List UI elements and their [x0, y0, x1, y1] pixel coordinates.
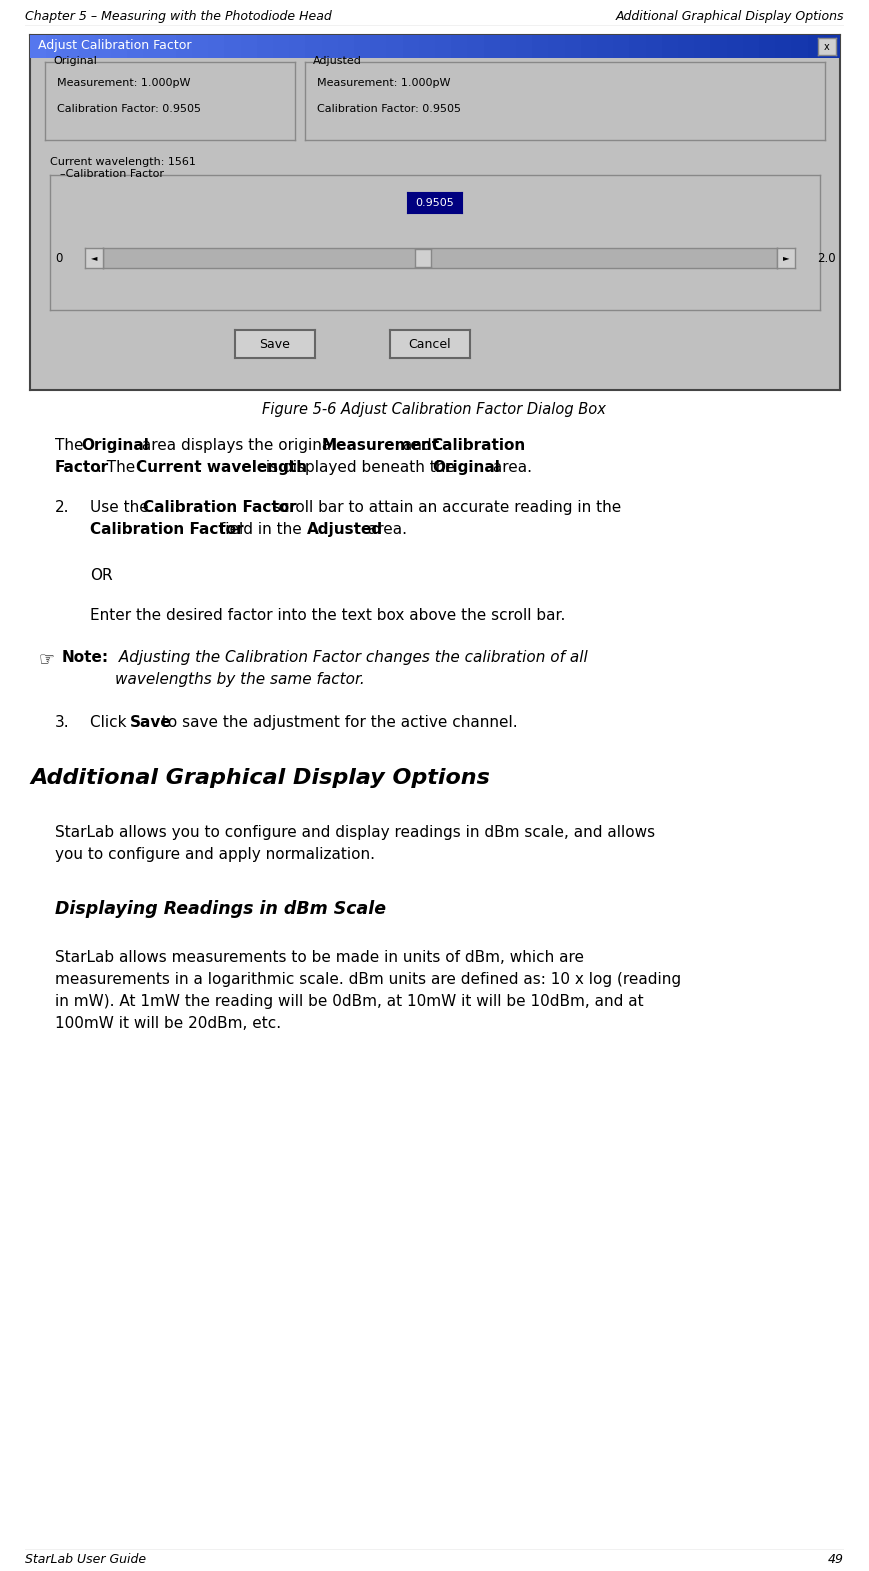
Text: Calibration Factor: 0.9505: Calibration Factor: 0.9505: [57, 104, 201, 115]
Text: Original: Original: [433, 460, 501, 474]
Text: x: x: [824, 41, 830, 52]
Text: Factor: Factor: [55, 460, 109, 474]
Text: StarLab allows you to configure and display readings in dBm scale, and allows: StarLab allows you to configure and disp…: [55, 825, 655, 840]
Text: and: and: [398, 438, 436, 452]
Text: Additional Graphical Display Options: Additional Graphical Display Options: [30, 768, 490, 789]
Text: Measurement: Measurement: [322, 438, 440, 452]
Text: to save the adjustment for the active channel.: to save the adjustment for the active ch…: [157, 715, 518, 731]
Text: 2.0: 2.0: [817, 251, 836, 264]
Text: 0.9505: 0.9505: [415, 198, 454, 207]
Text: Additional Graphical Display Options: Additional Graphical Display Options: [615, 9, 844, 24]
Text: Chapter 5 – Measuring with the Photodiode Head: Chapter 5 – Measuring with the Photodiod…: [25, 9, 332, 24]
Text: Original: Original: [53, 57, 96, 66]
Text: Adjusting the Calibration Factor changes the calibration of all: Adjusting the Calibration Factor changes…: [114, 650, 587, 665]
Text: is displayed beneath the: is displayed beneath the: [261, 460, 460, 474]
Text: OR: OR: [90, 569, 113, 583]
Text: Adjusted: Adjusted: [313, 57, 362, 66]
Text: 100mW it will be 20dBm, etc.: 100mW it will be 20dBm, etc.: [55, 1016, 282, 1031]
Text: ►: ►: [783, 253, 789, 262]
Text: Save: Save: [260, 338, 290, 350]
Text: StarLab allows measurements to be made in units of dBm, which are: StarLab allows measurements to be made i…: [55, 950, 584, 965]
Text: area displays the original: area displays the original: [136, 438, 341, 452]
Text: Adjust Calibration Factor: Adjust Calibration Factor: [38, 39, 191, 52]
Text: StarLab User Guide: StarLab User Guide: [25, 1554, 146, 1566]
Text: wavelengths by the same factor.: wavelengths by the same factor.: [115, 672, 365, 687]
Text: 0: 0: [56, 251, 63, 264]
Text: 2.: 2.: [55, 500, 70, 515]
Text: Save: Save: [129, 715, 171, 731]
Text: Adjusted: Adjusted: [307, 522, 383, 537]
Text: ☞: ☞: [38, 650, 54, 668]
Text: Displaying Readings in dBm Scale: Displaying Readings in dBm Scale: [55, 900, 386, 917]
Text: ◄: ◄: [90, 253, 97, 262]
Text: in mW). At 1mW the reading will be 0dBm, at 10mW it will be 10dBm, and at: in mW). At 1mW the reading will be 0dBm,…: [55, 994, 644, 1009]
Text: Calibration Factor: 0.9505: Calibration Factor: 0.9505: [317, 104, 461, 115]
Text: Current wavelength: Current wavelength: [136, 460, 308, 474]
Text: Measurement: 1.000pW: Measurement: 1.000pW: [317, 79, 450, 88]
Text: Measurement: 1.000pW: Measurement: 1.000pW: [57, 79, 190, 88]
Text: measurements in a logarithmic scale. dBm units are defined as: 10 x log (reading: measurements in a logarithmic scale. dBm…: [55, 972, 681, 987]
Text: Calibration Factor: Calibration Factor: [143, 500, 296, 515]
Text: area.: area.: [362, 522, 407, 537]
Text: Cancel: Cancel: [408, 338, 451, 350]
Text: area.: area.: [488, 460, 532, 474]
Text: Calibration: Calibration: [431, 438, 525, 452]
Text: Use the: Use the: [90, 500, 154, 515]
Text: 49: 49: [828, 1554, 844, 1566]
Text: Original: Original: [82, 438, 149, 452]
Text: The: The: [55, 438, 89, 452]
Text: Calibration Factor: Calibration Factor: [90, 522, 243, 537]
Text: 3.: 3.: [55, 715, 70, 731]
Text: Current wavelength: 1561: Current wavelength: 1561: [50, 157, 196, 167]
Text: –Calibration Factor: –Calibration Factor: [60, 170, 164, 179]
Text: Figure 5-6 Adjust Calibration Factor Dialog Box: Figure 5-6 Adjust Calibration Factor Dia…: [262, 402, 606, 416]
Text: Note:: Note:: [62, 650, 109, 665]
Text: field in the: field in the: [215, 522, 307, 537]
Text: Enter the desired factor into the text box above the scroll bar.: Enter the desired factor into the text b…: [90, 608, 566, 624]
Text: scroll bar to attain an accurate reading in the: scroll bar to attain an accurate reading…: [268, 500, 620, 515]
Text: you to configure and apply normalization.: you to configure and apply normalization…: [55, 847, 375, 862]
Text: . The: . The: [96, 460, 140, 474]
Text: Click: Click: [90, 715, 131, 731]
